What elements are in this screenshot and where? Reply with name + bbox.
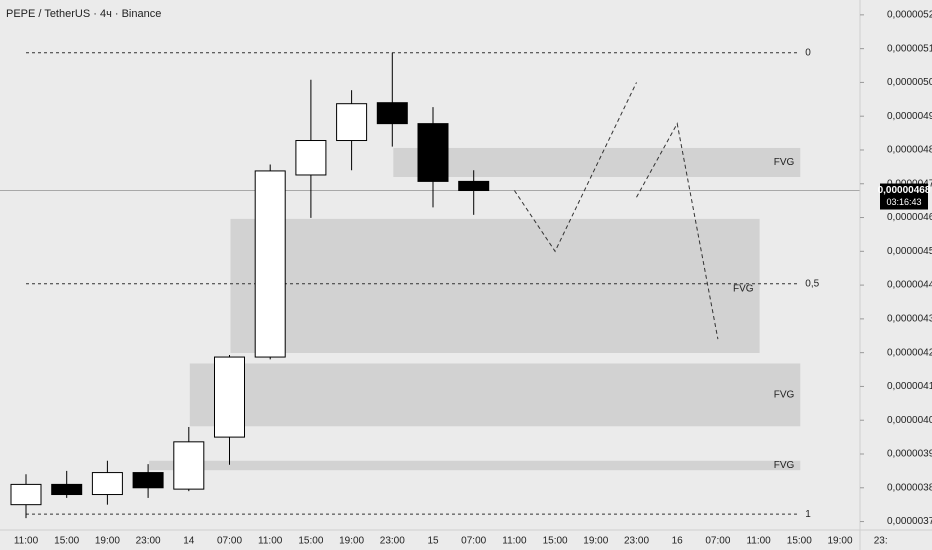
x-tick-label: 07:00 bbox=[217, 536, 242, 547]
fvg-label: FVG bbox=[774, 157, 795, 168]
x-tick-label: 19:00 bbox=[339, 536, 364, 547]
candle-body bbox=[295, 140, 327, 176]
candle-body bbox=[91, 472, 123, 496]
projection-path bbox=[636, 122, 719, 340]
x-tick-label: 23:00 bbox=[624, 536, 649, 547]
x-tick-label: 15:00 bbox=[298, 536, 323, 547]
candle-body bbox=[173, 441, 205, 490]
candle-body bbox=[417, 123, 449, 182]
x-tick-label: 11:00 bbox=[746, 536, 771, 547]
x-tick-label: 15:00 bbox=[54, 536, 79, 547]
candle-body bbox=[132, 472, 164, 489]
price-tag-countdown: 03:16:43 bbox=[886, 197, 921, 207]
candle-body bbox=[254, 170, 286, 358]
x-tick-label: 15 bbox=[427, 536, 439, 547]
fvg-zone bbox=[393, 147, 801, 178]
projection-path bbox=[513, 82, 637, 253]
fvg-zone bbox=[230, 218, 760, 353]
candle-body bbox=[10, 483, 42, 506]
x-tick-label: 23:00 bbox=[380, 536, 405, 547]
fvg-label: FVG bbox=[774, 390, 795, 401]
x-tick-label: 23:00 bbox=[136, 536, 161, 547]
fvg-label: FVG bbox=[733, 284, 754, 295]
fvg-label: FVG bbox=[774, 460, 795, 471]
x-tick-label: 07:00 bbox=[705, 536, 730, 547]
x-tick-label: 11:00 bbox=[14, 536, 39, 547]
x-tick-label: 07:00 bbox=[461, 536, 486, 547]
fib-label: 0 bbox=[805, 47, 811, 58]
x-tick-label: 15:00 bbox=[787, 536, 812, 547]
x-tick-label: 19:00 bbox=[827, 536, 852, 547]
price-tag-value: 0,00000468 bbox=[878, 185, 931, 196]
chart-title: PEPE / TetherUS · 4ч · Binance bbox=[6, 8, 161, 20]
x-tick-label: 15:00 bbox=[543, 536, 568, 547]
x-tick-label: 19:00 bbox=[583, 536, 608, 547]
x-tick-label: 16 bbox=[672, 536, 684, 547]
candle-body bbox=[51, 483, 83, 496]
candle-body bbox=[336, 103, 368, 142]
fvg-zone bbox=[149, 460, 801, 471]
fib-label: 1 bbox=[805, 509, 811, 520]
x-tick-label: 11:00 bbox=[258, 536, 283, 547]
y-tick-label: 0,00000520 bbox=[887, 10, 932, 21]
candle-body bbox=[214, 356, 245, 438]
fib-label: 0,5 bbox=[805, 278, 819, 289]
price-tag bbox=[880, 183, 928, 210]
x-tick-label: 23: bbox=[874, 536, 888, 547]
x-tick-label: 14 bbox=[183, 536, 195, 547]
fvg-zone bbox=[189, 363, 801, 427]
x-tick-label: 19:00 bbox=[95, 536, 120, 547]
candle-body bbox=[376, 102, 408, 125]
x-tick-label: 11:00 bbox=[502, 536, 527, 547]
candle-body bbox=[458, 180, 490, 192]
